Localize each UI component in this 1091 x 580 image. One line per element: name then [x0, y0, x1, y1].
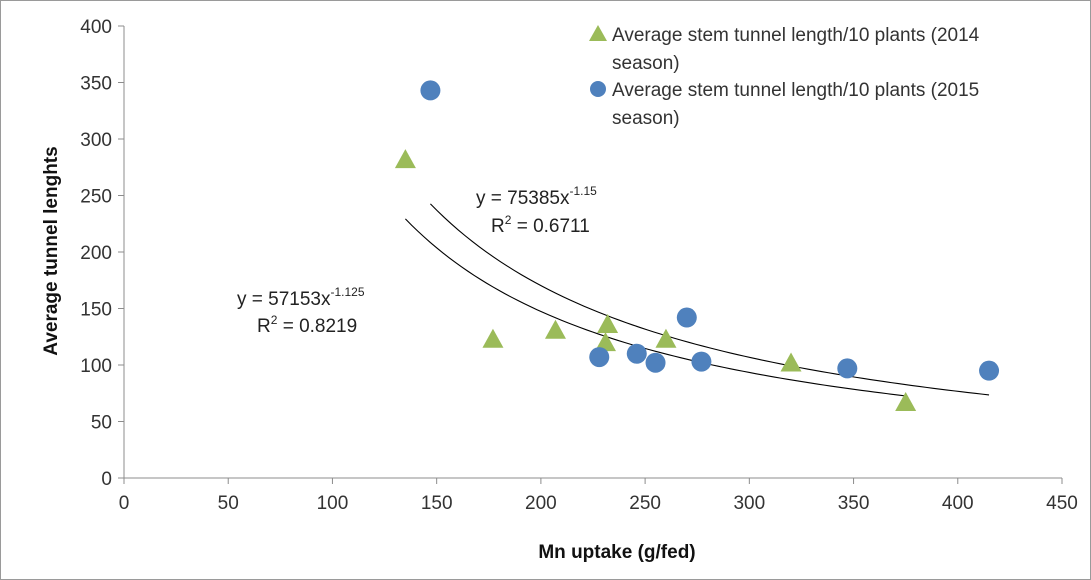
x-tick-label: 350 [838, 493, 870, 514]
y-tick-label: 300 [80, 130, 112, 151]
trendline-2015 [430, 203, 990, 396]
x-tick-label: 0 [119, 493, 130, 514]
data-point-2015 [626, 343, 647, 364]
data-point-2015 [589, 347, 610, 368]
data-points [394, 80, 1000, 412]
data-point-2015 [676, 307, 697, 328]
data-point-2015 [645, 352, 666, 373]
equation-2015: y = 75385x-1.15 [476, 184, 597, 209]
data-point-2015 [837, 358, 858, 379]
data-point-2015 [691, 351, 712, 372]
data-point-2015 [979, 360, 1000, 381]
y-tick-label: 50 [91, 413, 112, 434]
data-point-2014 [482, 328, 504, 348]
equation-2014: y = 57153x-1.125 [237, 285, 365, 310]
data-point-2014 [655, 328, 677, 348]
x-tick-label: 250 [629, 493, 661, 514]
axes: 0 50 100 150 200 250 300 350 400 450 0 50 100 150 200 2… [80, 17, 1078, 514]
r-squared-2014-value: = 0.8219 [277, 316, 357, 337]
trendlines [405, 203, 990, 397]
legend: Average stem tunnel length/10 plants (20… [589, 25, 980, 129]
legend-marker-2014-triangle [589, 25, 607, 41]
x-tick-label: 450 [1046, 493, 1078, 514]
data-point-2014 [780, 352, 802, 372]
legend-label-2015-line1: Average stem tunnel length/10 plants (20… [612, 80, 979, 101]
x-tick-label: 50 [218, 493, 239, 514]
y-tick-label: 100 [80, 356, 112, 377]
legend-label-2014-line1: Average stem tunnel length/10 plants (20… [612, 25, 980, 46]
x-tick-label: 150 [421, 493, 453, 514]
data-point-2014 [597, 314, 619, 334]
equation-2015-exponent: -1.15 [570, 184, 598, 198]
y-axis-title: Average tunnel lenghts [41, 146, 62, 355]
r-squared-2015-value: = 0.6711 [511, 216, 589, 237]
x-tick-label: 100 [317, 493, 349, 514]
y-tick-label: 350 [80, 74, 112, 95]
r-squared-2014-exponent: 2 [271, 313, 278, 327]
r-squared-2014: R2 = 0.8219 [257, 313, 357, 337]
r-squared-2015-label: R [491, 216, 505, 237]
x-tick-label: 400 [942, 493, 974, 514]
r-squared-2015: R2 = 0.6711 [491, 213, 590, 237]
r-squared-2015-exponent: 2 [505, 213, 512, 227]
y-tick-label: 0 [101, 469, 112, 490]
x-tick-label: 200 [525, 493, 557, 514]
y-tick-label: 250 [80, 187, 112, 208]
x-tick-label: 300 [733, 493, 765, 514]
data-point-2014 [595, 332, 617, 352]
legend-marker-2015-circle [590, 81, 606, 97]
y-tick-label: 200 [80, 243, 112, 264]
legend-label-2015-line2: season) [612, 108, 680, 129]
r-squared-2014-label: R [257, 316, 271, 337]
x-axis-title: Mn uptake (g/fed) [538, 542, 695, 563]
y-tick-label: 150 [80, 300, 112, 321]
data-point-2014 [394, 149, 416, 169]
equation-2014-base: y = 57153x [237, 289, 331, 310]
equation-2015-base: y = 75385x [476, 188, 570, 209]
data-point-2015 [420, 80, 441, 101]
legend-label-2014-line2: season) [612, 53, 680, 74]
equation-2014-exponent: -1.125 [331, 285, 365, 299]
data-point-2014 [895, 392, 917, 412]
data-point-2014 [544, 319, 566, 339]
y-tick-label: 400 [80, 17, 112, 38]
trendline-2014 [405, 218, 906, 397]
